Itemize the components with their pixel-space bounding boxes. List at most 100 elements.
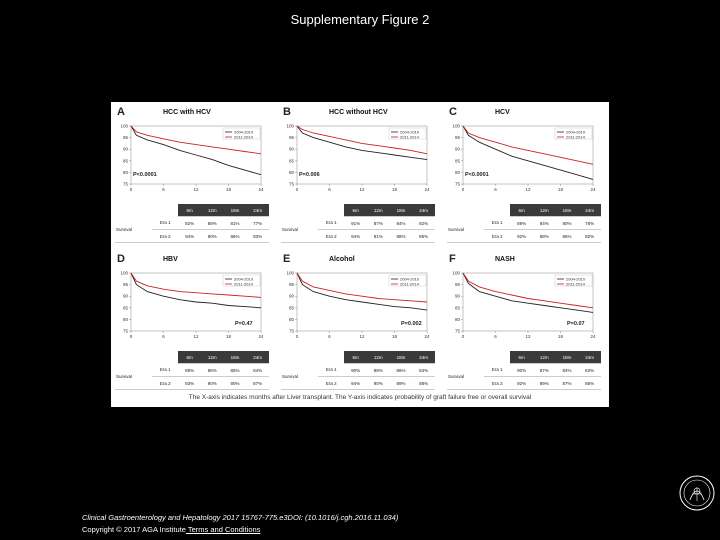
table-cell: 94% [344,376,367,390]
table-row: Era 2 94% 90% 86% 83% [115,229,269,243]
y-tick-label: 75 [289,329,295,334]
x-tick-label: 12 [193,187,199,192]
legend-label-2: 2011-2014 [400,134,420,139]
legend-box [222,274,261,287]
x-tick-label: 6 [162,334,165,339]
x-tick-label: 24 [424,187,430,192]
table-cell: 94% [344,229,367,243]
x-tick-label: 24 [424,334,430,339]
panel-title: HCC without HCV [329,109,388,116]
series-line-2 [130,125,262,155]
table-header-cell: 6m [344,351,367,364]
x-tick-label: 0 [130,187,133,192]
x-tick-label: 6 [328,334,331,339]
survival-table: 6m 12m 18m 24m Survival Era 1 89% 86% 85% 84% Era … [115,351,269,390]
y-tick-label: 100 [452,124,460,129]
table-cell: 88% [200,216,224,230]
x-tick-label: 18 [558,187,564,192]
table-cell: 90% [510,363,533,377]
x-tick-label: 18 [392,187,398,192]
survival-table: 6m 12m 18m 24m Survival Era 1 90% 87% 84% 83% Era … [447,351,601,390]
table-cell: 87% [246,376,269,390]
table-cell: 94% [178,229,201,243]
blank-cell [281,351,318,364]
survival-table: 6m 12m 18m 24m Survival Era 1 91% 87% 84% 82% Era … [281,204,435,243]
citation-text: Clinical Gastroenterology and Hepatology… [82,513,399,522]
chart-panel-e: E Alcohol 75 80 85 90 95 100 0 6 12 18 24 2004-2010 20… [277,249,443,399]
panel-letter: F [449,253,456,265]
era-label: Era 1 [152,363,179,377]
survival-row-label: Survival [115,216,153,243]
legend-label-2: 2011-2014 [234,134,254,139]
y-tick-label: 85 [455,158,461,163]
series-line-1 [130,125,262,176]
table-row: Survival Era 1 91% 87% 84% 82% [281,216,435,243]
table-header-cell: 18m [555,351,579,364]
legend-label-2: 2011-2014 [566,134,586,139]
table-row: Era 2 94% 90% 89% 88% [281,376,435,390]
chart-panel-c: C HCV 75 80 85 90 95 100 0 6 12 18 24 2004-2010 2011-2… [443,102,609,252]
table-header-cell: 12m [532,204,556,217]
y-tick-label: 75 [123,329,129,334]
y-tick-label: 85 [123,305,129,310]
table-cell: 85% [223,363,247,377]
x-tick-label: 0 [296,187,299,192]
y-tick-label: 80 [123,170,129,175]
y-tick-label: 100 [286,124,294,129]
series-line-1 [296,272,428,311]
slide-title: Supplementary Figure 2 [290,12,430,27]
era-label: Era 2 [318,376,345,390]
table-header-cell: 24m [246,351,269,364]
blank-cell [484,204,510,217]
y-tick-label: 100 [286,271,294,276]
y-tick-label: 100 [452,271,460,276]
survival-row-label: Survival [447,363,485,390]
era-label: Era 2 [318,229,345,243]
panel-letter: B [283,106,291,118]
x-tick-label: 24 [258,334,264,339]
y-tick-label: 80 [289,170,295,175]
journal-seal-icon [679,475,715,511]
y-tick-label: 75 [123,182,129,187]
era-label: Era 2 [152,376,179,390]
era-label: Era 1 [318,363,345,377]
table-cell: 88% [532,229,556,243]
table-cell: 82% [578,229,601,243]
table-cell: 89% [510,216,533,230]
terms-link[interactable]: Terms and Conditions [185,525,261,534]
blank-cell [318,204,344,217]
table-row: Era 2 93% 90% 90% 87% [115,376,269,390]
survival-chart: E Alcohol 75 80 85 90 95 100 0 6 12 18 24 2004-201020… [283,253,430,339]
table-header-cell: 6m [510,204,533,217]
footer: Clinical Gastroenterology and Hepatology… [82,512,398,536]
survival-chart: B HCC without HCV 75 80 85 90 95 100 0 6 12 18 24 200… [283,106,430,192]
x-tick-label: 0 [130,334,133,339]
y-tick-label: 90 [455,147,461,152]
table-row: Era 2 94% 91% 88% 86% [281,229,435,243]
legend-label-1: 2004-2010 [234,276,254,281]
y-tick-label: 100 [120,124,128,129]
table-cell: 87% [555,376,579,390]
y-tick-label: 75 [455,182,461,187]
x-tick-label: 12 [525,334,531,339]
series-line-1 [130,272,262,309]
survival-table: 6m 12m 18m 24m Survival Era 1 92% 88% 81% 77% Era … [115,204,269,243]
table-header-cell: 24m [412,351,435,364]
y-tick-label: 80 [123,317,129,322]
table-header-cell: 12m [200,351,224,364]
table-row: Survival Era 1 90% 88% 86% 84% [281,363,435,390]
y-tick-label: 90 [455,294,461,299]
table-cell: 83% [578,363,601,377]
panel-letter: D [117,253,125,265]
x-tick-label: 0 [462,334,465,339]
blank-cell [484,351,510,364]
table-cell: 86% [223,229,247,243]
blank-cell [281,204,318,217]
x-tick-label: 12 [193,334,199,339]
chart-panel-f: F NASH 75 80 85 90 95 100 0 6 12 18 24 2004-2010 2011-… [443,249,609,399]
y-tick-label: 90 [123,294,129,299]
series-line-2 [130,272,262,298]
era-label: Era 1 [318,216,345,230]
panel-title: HCV [495,109,510,116]
table-cell: 85% [555,229,579,243]
